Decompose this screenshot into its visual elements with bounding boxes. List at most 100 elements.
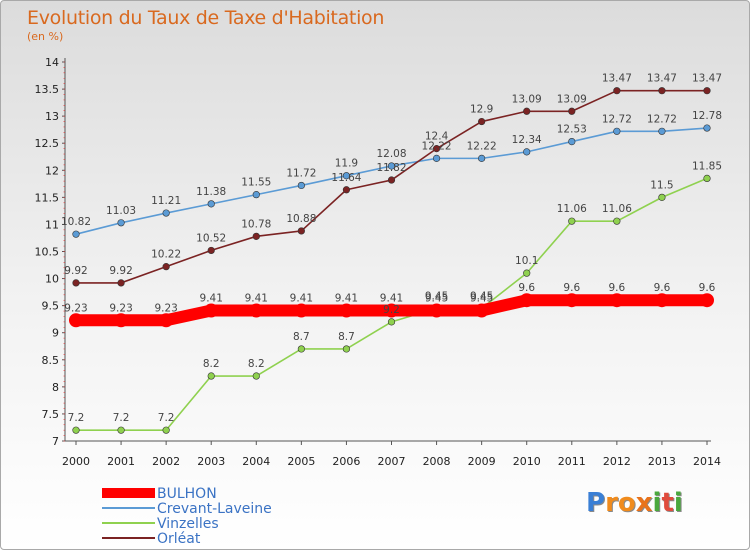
series-point bbox=[252, 372, 260, 380]
x-tick-label: 2009 bbox=[468, 455, 496, 468]
data-label: 9.6 bbox=[518, 282, 535, 294]
x-tick-label: 2013 bbox=[648, 455, 676, 468]
logo-letter: x bbox=[635, 488, 653, 518]
chart-title: Evolution du Taux de Taxe d'Habitation bbox=[27, 7, 385, 29]
chart-subtitle: (en %) bbox=[27, 30, 64, 43]
series-point bbox=[207, 246, 215, 255]
data-label: 7.2 bbox=[68, 412, 85, 424]
data-label: 12.34 bbox=[512, 134, 542, 146]
data-label: 10.22 bbox=[151, 249, 181, 261]
x-tick-label: 2012 bbox=[603, 455, 631, 468]
series-point bbox=[387, 176, 396, 184]
data-label: 11.72 bbox=[286, 167, 316, 179]
logo-letter: i bbox=[673, 488, 683, 518]
data-label: 9.23 bbox=[154, 302, 177, 314]
series-point bbox=[703, 87, 711, 95]
legend-label: BULHON bbox=[157, 486, 217, 502]
series-point bbox=[613, 217, 621, 225]
series-point bbox=[478, 117, 486, 126]
series-point bbox=[69, 313, 83, 328]
data-label: 11.38 bbox=[196, 186, 226, 198]
series-point bbox=[658, 193, 666, 201]
data-label: 12.22 bbox=[467, 140, 497, 152]
data-label: 12.78 bbox=[692, 110, 722, 122]
data-label: 9.6 bbox=[609, 282, 626, 294]
series-point bbox=[117, 219, 125, 227]
y-tick-label: 10 bbox=[45, 273, 59, 286]
data-label: 11.03 bbox=[106, 205, 136, 217]
series-point bbox=[568, 107, 576, 115]
data-label: 12.72 bbox=[647, 113, 677, 125]
y-tick-label: 8.5 bbox=[42, 354, 60, 367]
series-point bbox=[429, 303, 444, 318]
x-tick-label: 2010 bbox=[513, 455, 541, 468]
series-point bbox=[249, 303, 264, 318]
y-tick-label: 12 bbox=[45, 164, 59, 177]
y-tick-label: 8 bbox=[52, 381, 59, 394]
y-tick-label: 10.5 bbox=[35, 246, 60, 259]
data-label: 9.6 bbox=[563, 282, 580, 294]
data-label: 11.64 bbox=[331, 172, 361, 184]
data-label: 9.45 bbox=[425, 293, 448, 305]
x-tick-label: 2002 bbox=[152, 455, 180, 468]
series-point bbox=[658, 87, 666, 95]
series-point bbox=[72, 230, 80, 238]
legend-label: Vinzelles bbox=[157, 516, 219, 532]
data-label: 10.88 bbox=[286, 213, 316, 225]
data-label: 10.1 bbox=[515, 255, 538, 267]
data-label: 11.9 bbox=[335, 158, 358, 170]
x-tick-label: 2008 bbox=[423, 455, 451, 468]
series-point bbox=[342, 186, 351, 194]
data-label: 12.08 bbox=[376, 148, 406, 160]
data-label: 9.23 bbox=[109, 302, 132, 314]
series-point bbox=[342, 345, 351, 353]
series-point bbox=[432, 154, 441, 162]
series-point bbox=[700, 293, 714, 308]
series-point bbox=[654, 293, 669, 308]
data-label: 9.41 bbox=[335, 293, 358, 305]
y-tick-label: 7 bbox=[52, 435, 59, 448]
data-label: 8.2 bbox=[203, 358, 220, 370]
y-tick-label: 7.5 bbox=[42, 408, 60, 421]
x-tick-label: 2011 bbox=[558, 455, 586, 468]
logo-letter: o bbox=[617, 488, 636, 518]
series-point bbox=[117, 279, 125, 287]
series-point bbox=[519, 293, 534, 308]
data-label: 9.6 bbox=[699, 282, 716, 294]
series-point bbox=[207, 200, 215, 208]
series-point bbox=[252, 191, 260, 199]
data-label: 12.53 bbox=[557, 124, 587, 136]
series-point bbox=[297, 181, 305, 190]
data-label: 9.45 bbox=[470, 290, 493, 302]
series-point bbox=[478, 154, 486, 162]
y-tick-label: 13 bbox=[45, 110, 59, 123]
series-point bbox=[339, 303, 354, 318]
y-tick-label: 14 bbox=[45, 56, 59, 69]
series-point bbox=[613, 87, 621, 95]
x-tick-label: 2004 bbox=[242, 455, 270, 468]
series-point bbox=[342, 172, 351, 180]
series-point bbox=[117, 426, 125, 434]
proxiti-logo: Proxiti bbox=[586, 488, 683, 518]
data-label: 11.5 bbox=[650, 179, 673, 191]
data-label: 9.41 bbox=[200, 293, 223, 305]
data-label: 12.4 bbox=[425, 131, 449, 143]
series-point bbox=[658, 127, 666, 135]
series-point bbox=[703, 124, 711, 132]
series-point bbox=[72, 279, 80, 287]
data-label: 12.9 bbox=[470, 104, 493, 116]
series-point bbox=[568, 137, 576, 146]
data-label: 9.41 bbox=[245, 293, 268, 305]
data-label: 13.47 bbox=[647, 73, 677, 85]
data-label: 10.52 bbox=[196, 232, 226, 244]
data-label: 9.2 bbox=[383, 304, 400, 316]
series-point bbox=[523, 107, 531, 115]
x-tick-label: 2003 bbox=[197, 455, 225, 468]
legend-label: Crevant-Laveine bbox=[157, 501, 272, 517]
y-tick-label: 12.5 bbox=[35, 137, 60, 150]
data-label: 13.09 bbox=[512, 93, 542, 105]
data-label: 9.45 bbox=[425, 290, 448, 302]
x-tick-label: 2014 bbox=[693, 455, 721, 468]
data-label: 7.2 bbox=[113, 412, 130, 424]
